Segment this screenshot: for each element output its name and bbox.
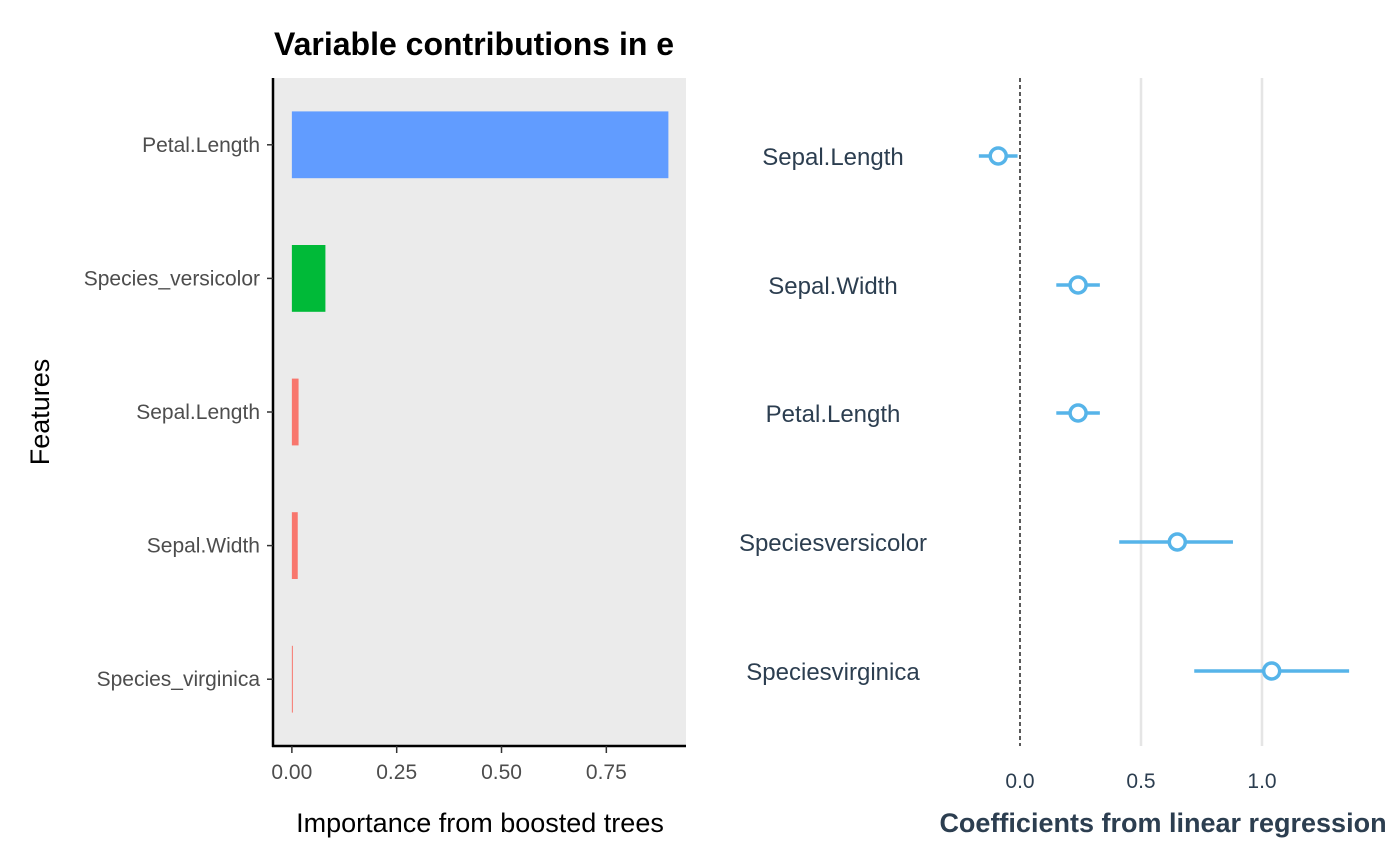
coefficient-x-tick-label-2: 1.0: [1247, 770, 1276, 793]
coefficient-label-sepal-width: Sepal.Width: [768, 273, 897, 300]
coefficient-point-petal-length: [1068, 403, 1088, 423]
importance-y-ticks: Petal.Length Species_versicolor Sepal.Leng…: [84, 134, 273, 691]
coefficient-x-tick-label-1: 0.5: [1126, 770, 1155, 793]
importance-y-tick-label-sepal-width: Sepal.Width: [147, 535, 260, 558]
importance-panel: Petal.Length Species_versicolor Sepal.Leng…: [25, 78, 686, 838]
coefficient-x-axis-label: Coefficients from linear regression: [939, 808, 1386, 838]
importance-bars: [291, 111, 669, 713]
coefficient-gridlines: [1139, 78, 1264, 746]
coefficient-x-tick-label-0: 0.0: [1005, 770, 1034, 793]
importance-y-tick-label-sepal-length: Sepal.Length: [136, 401, 260, 424]
title-clip-mask: [700, 0, 1400, 75]
importance-x-axis-label: Importance from boosted trees: [296, 808, 664, 838]
coefficient-label-petal-length: Petal.Length: [766, 401, 901, 428]
importance-x-tick-label-3: 0.75: [586, 761, 627, 784]
importance-y-tick-label-species-virginica: Species_virginica: [97, 668, 261, 691]
importance-y-tick-label-species-versicolor: Species_versicolor: [84, 267, 260, 290]
importance-bar-sepal-length: [291, 378, 299, 446]
importance-y-tick-label-petal-length: Petal.Length: [142, 134, 260, 157]
importance-bar-species-virginica: [291, 645, 293, 713]
importance-x-tick-label-0: 0.00: [271, 761, 312, 784]
coefficient-x-ticks: 0.0 0.5 1.0: [1005, 770, 1276, 793]
coefficient-point-sepal-width: [1068, 275, 1088, 295]
coefficient-label-sepal-length: Sepal.Length: [762, 144, 903, 171]
coefficient-point-sepal-length: [988, 146, 1008, 166]
importance-plot-background: [273, 78, 686, 746]
importance-x-tick-label-1: 0.25: [376, 761, 417, 784]
importance-bar-sepal-width: [291, 512, 298, 579]
importance-x-ticks: 0.00 0.25 0.50 0.75: [271, 746, 627, 784]
coefficient-category-labels: Sepal.Length Sepal.Width Petal.Length Speci…: [739, 144, 927, 686]
importance-x-tick-label-2: 0.50: [481, 761, 522, 784]
coefficient-label-speciesversicolor: Speciesversicolor: [739, 530, 927, 557]
coefficient-label-speciesvirginica: Speciesvirginica: [746, 659, 920, 686]
coefficient-panel: Sepal.Length Sepal.Width Petal.Length Speci…: [739, 78, 1387, 838]
coefficient-point-speciesversicolor: [1167, 532, 1188, 552]
coefficient-point-speciesvirginica: [1261, 661, 1282, 681]
importance-bar-species-versicolor: [291, 245, 326, 312]
importance-bar-petal-length: [291, 111, 669, 179]
coefficient-points: [978, 146, 1350, 681]
chart-title: Variable contributions in e: [274, 26, 674, 62]
importance-y-axis-label: Features: [25, 359, 55, 466]
